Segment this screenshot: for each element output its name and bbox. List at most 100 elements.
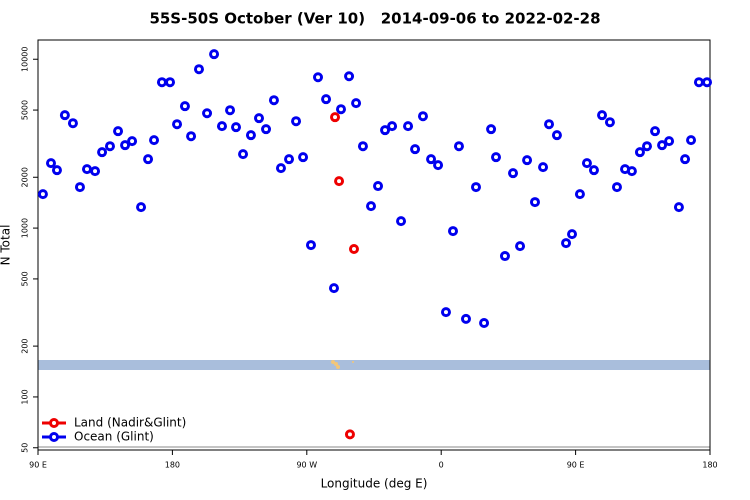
point [447, 226, 458, 237]
point [387, 121, 398, 132]
point [165, 77, 176, 88]
point [634, 147, 645, 158]
point [45, 158, 56, 169]
point [90, 166, 101, 177]
y-tick-label: 5000 [21, 100, 30, 120]
point [225, 105, 236, 116]
point [298, 152, 309, 163]
y-tick-label: 50 [21, 443, 30, 453]
point [460, 313, 471, 324]
map-land [331, 360, 354, 369]
point [426, 154, 437, 165]
point [529, 197, 540, 208]
point [268, 95, 279, 106]
point [313, 72, 323, 83]
point [366, 201, 377, 212]
point [499, 251, 510, 262]
y-tick-label: 200 [21, 338, 30, 353]
point [81, 164, 92, 175]
y-tick-label: 1000 [21, 218, 30, 238]
chart-title: 55S-50S October (Ver 10) 2014-09-06 to 2… [149, 10, 600, 28]
point [491, 152, 502, 163]
point [380, 125, 391, 136]
point [334, 176, 345, 187]
point [611, 182, 622, 193]
point [567, 229, 578, 240]
point [351, 98, 362, 109]
point [641, 141, 652, 152]
point [515, 241, 526, 252]
point [216, 121, 227, 132]
point [328, 283, 339, 294]
point [348, 243, 359, 254]
point [149, 135, 160, 146]
x-tick-label: 0 [439, 461, 444, 470]
point [143, 154, 154, 165]
point [330, 112, 341, 123]
point [410, 144, 421, 155]
point [186, 131, 197, 142]
legend-marker [49, 418, 59, 428]
point [522, 155, 533, 166]
x-tick-label: 90 E [567, 461, 585, 470]
point [321, 94, 332, 105]
map-band [38, 360, 710, 370]
point [373, 181, 384, 192]
point [291, 116, 302, 127]
y-tick-label: 2000 [21, 167, 30, 187]
legend-label: Land (Nadir&Glint) [74, 416, 186, 430]
point [284, 154, 295, 165]
point [486, 124, 497, 135]
point [673, 202, 684, 213]
point [238, 149, 249, 160]
point [74, 182, 85, 193]
point [104, 141, 115, 152]
point [604, 117, 615, 128]
point [305, 240, 316, 251]
legend-label: Ocean (Glint) [74, 430, 154, 444]
y-tick-label: 100 [21, 389, 30, 404]
point [172, 119, 183, 130]
point [551, 130, 562, 141]
point [120, 140, 131, 151]
point [693, 77, 704, 88]
point [193, 64, 204, 75]
point [335, 104, 346, 115]
x-axis-label: Longitude (deg E) [321, 477, 428, 491]
point [508, 168, 519, 179]
plot-frame [37, 39, 711, 451]
point [686, 135, 697, 146]
point [254, 113, 265, 124]
point [403, 121, 414, 132]
point [680, 154, 691, 165]
point [136, 202, 147, 213]
y-axis-label: N Total [0, 225, 13, 266]
point [433, 160, 444, 171]
point [574, 189, 585, 200]
point [664, 136, 675, 147]
point [179, 101, 190, 112]
point [453, 141, 464, 152]
point [650, 126, 661, 137]
point [113, 126, 124, 137]
point [396, 216, 407, 227]
point [245, 130, 256, 141]
legend-marker [49, 432, 59, 442]
point [261, 124, 272, 135]
point [561, 238, 572, 249]
x-tick-label: 90 E [29, 461, 47, 470]
point [51, 165, 62, 176]
point [231, 122, 242, 133]
point [440, 307, 451, 318]
point [209, 49, 220, 60]
point [538, 162, 549, 173]
point [202, 108, 213, 119]
y-tick-label: 10000 [21, 47, 30, 72]
point [275, 163, 286, 174]
point [626, 166, 637, 177]
point [344, 429, 355, 440]
point [357, 141, 368, 152]
point [417, 111, 428, 122]
x-tick-label: 90 W [296, 461, 317, 470]
